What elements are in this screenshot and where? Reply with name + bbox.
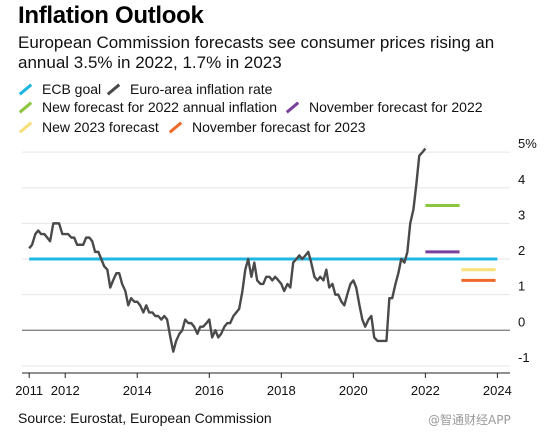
x-axis: 2011 2012 2014 2016 2018 2020 2022 2024 xyxy=(15,372,512,398)
x-tick-label: 2024 xyxy=(483,383,512,398)
y-tick-label: 2 xyxy=(518,243,525,258)
legend-label: November forecast for 2023 xyxy=(192,119,366,135)
y-tick-label: 3 xyxy=(518,207,525,222)
x-tick-label: 2014 xyxy=(123,383,152,398)
x-tick-label: 2011 xyxy=(15,383,43,398)
watermark: @智通财经APP xyxy=(428,413,511,427)
x-tick-label: 2020 xyxy=(339,383,368,398)
chart-subtitle: European Commission forecasts see consum… xyxy=(18,33,495,72)
series-line-euro-area-inflation-rate xyxy=(28,147,427,353)
y-axis-ticks: 5% 4 3 2 1 0 -1 xyxy=(518,136,537,365)
legend-label: New 2023 forecast xyxy=(42,119,159,135)
y-tick-label: 0 xyxy=(518,314,525,329)
y-tick-label: 5% xyxy=(518,136,537,151)
y-tick-label: 1 xyxy=(518,279,525,294)
legend-label: Euro-area inflation rate xyxy=(130,81,273,97)
legend-label: ECB goal xyxy=(42,81,102,97)
x-tick-label: 2016 xyxy=(195,383,224,398)
y-tick-label: -1 xyxy=(518,350,530,365)
source-note: Source: Eurostat, European Commission xyxy=(18,410,272,426)
chart-title: Inflation Outlook xyxy=(18,2,204,29)
legend-label: New forecast for 2022 annual inflation xyxy=(42,99,278,115)
legend-label: November forecast for 2022 xyxy=(309,99,483,115)
x-tick-label: 2018 xyxy=(267,383,296,398)
x-tick-label: 2022 xyxy=(411,383,440,398)
series-layer xyxy=(28,147,498,353)
y-tick-label: 4 xyxy=(518,172,525,187)
x-tick-label: 2012 xyxy=(51,383,80,398)
